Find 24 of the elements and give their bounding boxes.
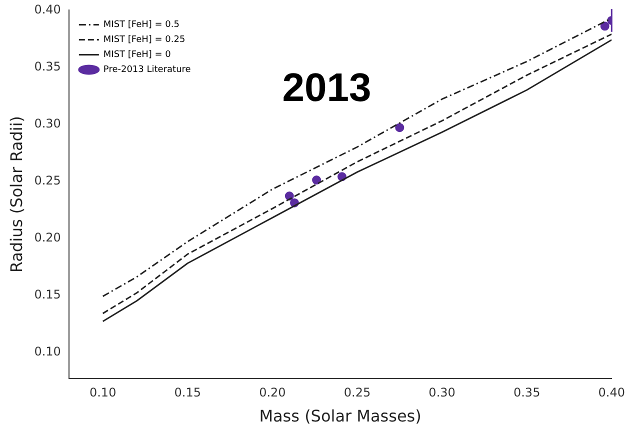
legend-label: Pre-2013 Literature <box>103 65 192 76</box>
x-axis-title: Mass (Solar Masses) <box>259 406 422 426</box>
x-tick-label: 0.20 <box>259 386 286 400</box>
y-tick-label: 0.35 <box>34 59 61 74</box>
x-tick-label: 0.25 <box>344 386 371 400</box>
x-tick-label: 0.15 <box>174 386 201 400</box>
point <box>600 22 610 31</box>
y-tick-label: 0.25 <box>34 173 61 188</box>
y-axis-title: Radius (Solar Radii) <box>6 116 26 273</box>
x-tick-label: 0.35 <box>513 386 540 400</box>
legend-label: MIST [FeH] = 0.5 <box>103 20 180 30</box>
y-tick-label: 0.30 <box>34 116 61 130</box>
y-tick-label: 0.20 <box>34 230 61 244</box>
y-tick-label: 0.10 <box>34 344 61 358</box>
y-tick-label: 0.15 <box>34 287 61 302</box>
x-tick-label: 0.40 <box>598 386 625 400</box>
legend-label: MIST [FeH] = 0 <box>103 50 172 60</box>
x-tick-label: 0.10 <box>89 386 116 400</box>
x-tick-label: 0.30 <box>428 386 456 400</box>
point <box>395 123 404 132</box>
point <box>312 176 322 185</box>
legend-label: MIST [FeH] = 0.25 <box>103 35 186 46</box>
y-tick-label: 0.40 <box>34 2 61 16</box>
annotation: 2013 <box>282 66 372 110</box>
